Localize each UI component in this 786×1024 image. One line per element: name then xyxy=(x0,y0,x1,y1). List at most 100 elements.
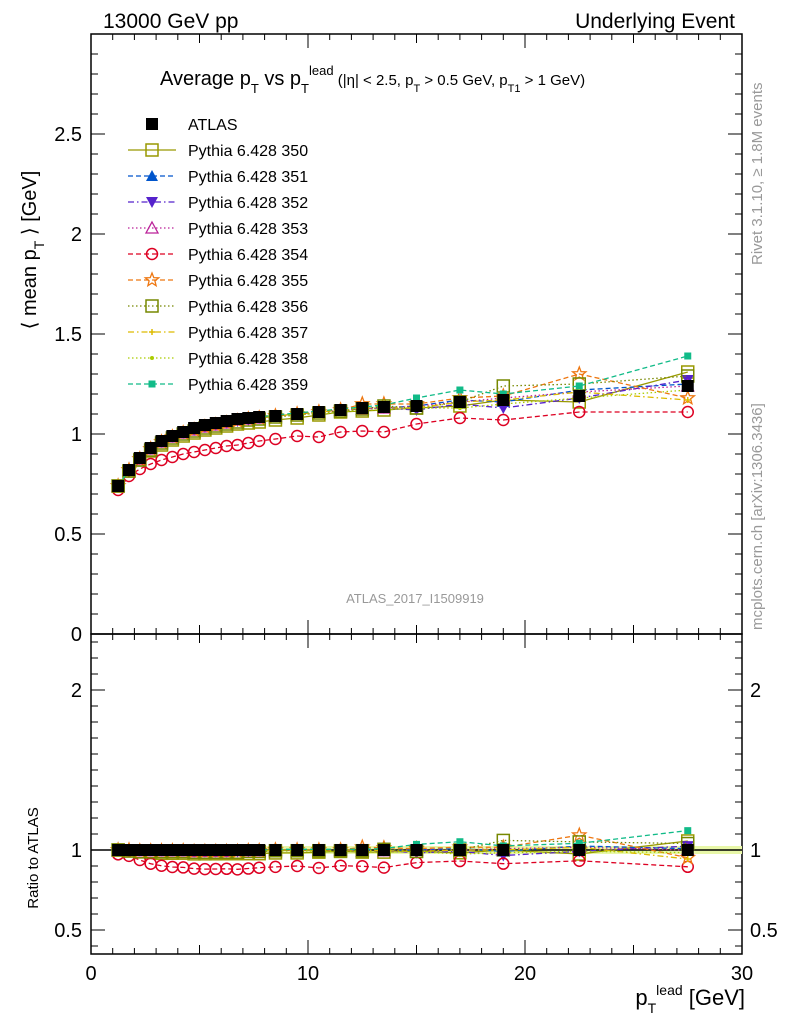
legend-label: ATLAS xyxy=(188,117,238,134)
data-point xyxy=(112,480,125,492)
legend-label: Pythia 6.428 350 xyxy=(188,143,308,160)
data-point xyxy=(681,405,694,419)
data-point xyxy=(570,365,588,382)
data-point xyxy=(133,452,146,464)
ratio-point xyxy=(312,861,326,875)
y-tick-label: 1 xyxy=(71,424,82,446)
data-point xyxy=(453,396,466,408)
data-point xyxy=(242,436,255,450)
ratio-tick-label-right: 2 xyxy=(750,680,761,702)
legend-label: Pythia 6.428 355 xyxy=(188,273,308,290)
chart-title: Average pT vs pTlead (|η| < 2.5, pT > 0.… xyxy=(160,63,585,96)
data-point xyxy=(187,445,201,459)
x-tick-label: 0 xyxy=(85,963,96,985)
ratio-point xyxy=(220,844,233,856)
ratio-line xyxy=(118,853,688,870)
legend-marker xyxy=(146,197,158,208)
ratio-point xyxy=(269,844,282,856)
series-line xyxy=(117,383,688,487)
y-tick-label: 0.5 xyxy=(54,524,82,546)
legend-item: Pythia 6.428 357 xyxy=(128,325,308,342)
legend-label: Pythia 6.428 353 xyxy=(188,221,308,238)
ratio-point xyxy=(681,844,694,856)
legend-label: Pythia 6.428 357 xyxy=(188,325,308,342)
data-point xyxy=(456,386,464,394)
legend-label: Pythia 6.428 352 xyxy=(188,195,308,212)
data-point xyxy=(155,435,168,447)
ratio-point xyxy=(133,844,146,856)
ratio-point xyxy=(356,860,369,873)
legend-label: Pythia 6.428 354 xyxy=(188,247,308,264)
legend-marker xyxy=(145,247,159,261)
y-tick-label: 1.5 xyxy=(54,324,82,346)
data-point xyxy=(377,425,391,439)
x-axis-label: pTlead [GeV] xyxy=(635,982,745,1016)
ratio-point xyxy=(684,827,692,835)
ratio-tick-label-right: 1 xyxy=(750,840,761,862)
data-point xyxy=(188,422,201,434)
data-point xyxy=(356,402,369,414)
ratio-tick-label: 2 xyxy=(71,680,82,702)
data-point xyxy=(312,406,325,418)
ratio-point xyxy=(290,859,304,873)
x-tick-label: 20 xyxy=(514,963,536,985)
ratio-point xyxy=(253,844,266,856)
data-point xyxy=(177,426,190,438)
legend-marker xyxy=(144,220,160,234)
ratio-plot-frame xyxy=(90,633,743,955)
data-point xyxy=(497,394,510,406)
legend-marker xyxy=(143,271,161,288)
series-line xyxy=(117,391,688,487)
legend-label: Pythia 6.428 356 xyxy=(188,299,308,316)
legend-item: Pythia 6.428 352 xyxy=(128,195,308,212)
ratio-point xyxy=(144,844,157,856)
ratio-point xyxy=(166,844,179,856)
data-point xyxy=(209,417,222,429)
data-point xyxy=(155,453,168,467)
ratio-point xyxy=(242,844,255,856)
ratio-tick-label: 0.5 xyxy=(54,920,82,942)
ratio-series-atlas xyxy=(112,844,694,856)
ratio-point xyxy=(456,838,464,846)
mcplots-label: mcplots.cern.ch [arXiv:1306.3436] xyxy=(749,403,766,630)
ratio-point xyxy=(356,844,369,856)
legend-item: Pythia 6.428 358 xyxy=(128,351,308,368)
ratio-point xyxy=(269,860,282,874)
data-point xyxy=(453,411,467,425)
ratio-point xyxy=(209,844,222,856)
legend-item: Pythia 6.428 351 xyxy=(128,169,308,186)
series-pythia-6-428-358 xyxy=(116,388,690,488)
axis-ticks: 0 10 20 3000.511.522.50.5 0.51 12 2 xyxy=(54,34,778,985)
data-point xyxy=(220,415,233,427)
data-point xyxy=(334,425,347,439)
legend-item: Pythia 6.428 356 xyxy=(128,299,308,316)
ratio-point xyxy=(497,844,510,856)
data-point xyxy=(231,413,244,425)
y-tick-label: 0 xyxy=(71,624,82,646)
ratio-point xyxy=(231,844,244,856)
series-layer xyxy=(109,352,697,497)
legend-marker xyxy=(145,299,159,313)
header-left: 13000 GeV pp xyxy=(103,10,238,33)
data-point xyxy=(334,404,347,416)
data-point xyxy=(122,464,135,476)
ratio-point xyxy=(252,861,266,874)
data-point xyxy=(269,432,282,446)
ratio-tick-label: 1 xyxy=(71,840,82,862)
series-line xyxy=(117,411,688,491)
header-right: Underlying Event xyxy=(575,10,735,33)
data-point xyxy=(575,382,583,390)
data-point xyxy=(252,434,266,448)
ratio-point xyxy=(334,859,347,872)
legend-label: Pythia 6.428 358 xyxy=(188,351,308,368)
legend-label: Pythia 6.428 351 xyxy=(188,169,308,186)
ratio-point xyxy=(410,844,423,856)
ratio-point xyxy=(684,856,691,863)
ratio-point xyxy=(188,844,201,856)
data-point xyxy=(253,411,266,423)
series-atlas xyxy=(112,380,694,492)
data-point xyxy=(681,380,694,392)
rivet-label: Rivet 3.1.10, ≥ 1.8M events xyxy=(749,83,766,266)
data-point xyxy=(410,400,423,412)
